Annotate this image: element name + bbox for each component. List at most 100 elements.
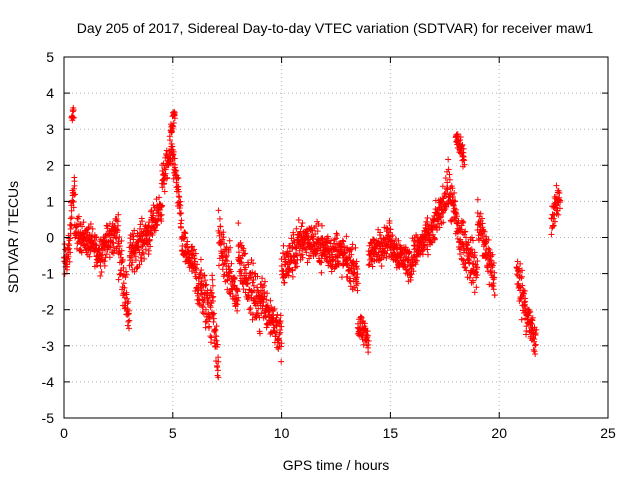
y-axis-label: SDTVAR / TECUs [5,181,21,293]
data-point [89,225,96,232]
data-point [474,196,481,203]
data-point [210,311,217,318]
data-point [224,258,231,265]
data-point [70,114,77,121]
data-point [471,289,478,296]
data-point [110,239,117,246]
data-point [98,269,105,276]
data-point [137,221,144,228]
data-point [299,254,306,261]
data-point [152,227,159,234]
data-point [121,284,128,291]
data-point [126,317,133,324]
data-point [234,307,241,314]
data-point [264,290,271,297]
data-point [78,248,85,255]
data-point [171,115,178,122]
data-point [178,210,185,217]
data-point [191,246,198,253]
data-point [228,260,235,267]
data-point [75,213,82,220]
data-point [289,273,296,280]
data-point [203,281,210,288]
data-point [118,259,125,266]
data-point [236,260,243,267]
data-point [237,239,244,246]
data-point [125,298,132,305]
data-point [227,268,234,275]
data-point [170,148,177,155]
data-point [84,229,91,236]
data-point [289,267,296,274]
data-point [68,214,75,221]
data-point [245,295,252,302]
data-point [205,297,212,304]
data-point [220,261,227,268]
data-point [209,294,216,301]
data-point [149,232,156,239]
x-tick-label: 0 [60,425,68,441]
data-point [254,284,261,291]
data-point [79,223,86,230]
data-point [244,280,251,287]
data-point [304,259,311,266]
data-point [214,341,221,348]
data-point [115,238,122,245]
data-point [181,234,188,241]
data-point [87,220,94,227]
data-point [240,286,247,293]
data-point [491,292,498,299]
data-point [66,245,73,252]
data-point [129,230,136,237]
data-point [278,340,285,347]
data-point [221,240,228,247]
data-point [194,261,201,268]
data-point [249,311,256,318]
data-point [293,225,300,232]
data-point [123,271,130,278]
data-point [202,277,209,284]
data-point [553,182,560,189]
data-point [216,215,223,222]
data-point [235,220,242,227]
data-point [210,293,217,300]
data-point [208,334,215,341]
chart-title: Day 205 of 2017, Sidereal Day-to-day VTE… [77,20,594,36]
data-point [275,335,282,342]
data-point [170,120,177,127]
data-point [548,231,555,238]
data-point [244,280,251,287]
data-point [215,207,222,214]
data-point [131,268,138,275]
data-point [171,155,178,162]
data-point [333,230,340,237]
data-point [227,244,234,251]
data-point [278,262,285,269]
data-point [226,237,233,244]
data-point [120,280,127,287]
data-point [86,253,93,260]
data-point [172,167,179,174]
data-point [119,256,126,263]
data-point [277,318,284,325]
data-point [298,223,305,230]
data-point [158,218,165,225]
data-point [231,275,238,282]
data-point [156,194,163,201]
data-point [178,217,185,224]
data-point [214,364,221,371]
data-point [70,199,77,206]
data-point [273,314,280,321]
data-point [85,225,92,232]
data-point [71,191,78,198]
data-point [140,250,147,257]
data-point [198,267,205,274]
data-point [197,256,204,263]
data-point [67,249,74,256]
data-point [106,254,113,261]
data-point [209,282,216,289]
data-point [285,269,292,276]
data-point [69,114,76,121]
data-point [132,257,139,264]
